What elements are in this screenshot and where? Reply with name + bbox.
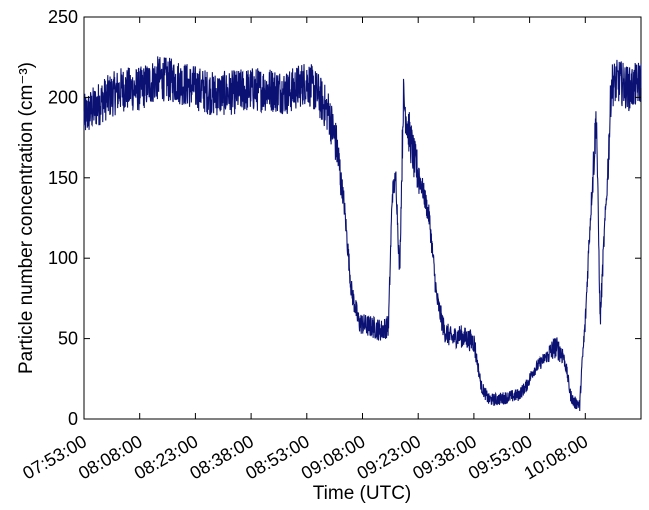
x-axis-label: Time (UTC) <box>313 483 412 504</box>
y-tick-label: 0 <box>68 409 78 429</box>
y-tick-label: 100 <box>48 248 78 268</box>
x-tick-labels: 07:53:0008:08:0008:23:0008:38:0008:53:00… <box>19 431 591 483</box>
x-tick-label: 10:08:00 <box>521 431 592 483</box>
y-tick-label: 50 <box>58 329 78 349</box>
y-axis-label: Particle number concentration (cm⁻³) <box>16 62 37 374</box>
tick-marks <box>83 16 641 420</box>
y-tick-label: 150 <box>48 168 78 188</box>
series-line <box>83 56 642 412</box>
plot-frame <box>83 16 642 420</box>
plot-area <box>83 16 642 420</box>
y-tick-label: 200 <box>48 87 78 107</box>
y-tick-label: 250 <box>48 7 78 27</box>
y-tick-labels: 0 50 100 150 200 250 <box>48 7 78 429</box>
